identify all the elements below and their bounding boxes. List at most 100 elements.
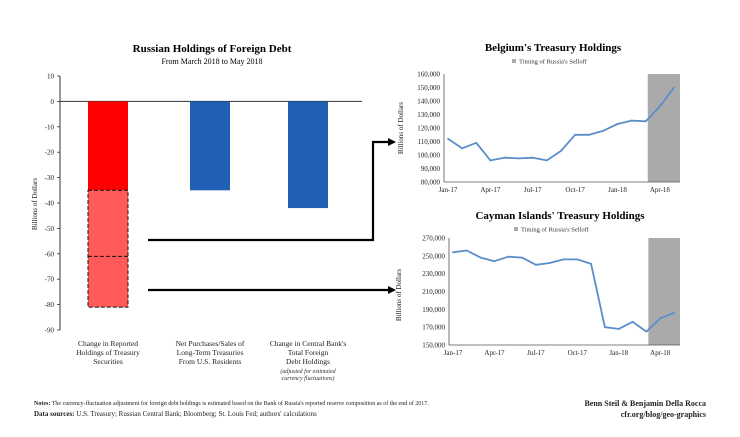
belgium-data-point (475, 141, 478, 144)
cayman-data-point (576, 258, 579, 261)
bar-category-label: Long-Term Treasuries (177, 348, 244, 357)
belgium-legend: Timing of Russia's Selloff (512, 59, 588, 66)
cayman-legend: Timing of Russia's Selloff (514, 227, 590, 234)
bar-1-currency-adjustment (87, 189, 129, 308)
bar-ytick-label: -20 (45, 149, 55, 157)
belgium-data-point (602, 129, 605, 132)
cayman-data-point (493, 260, 496, 263)
cayman-selloff-shade (648, 238, 680, 345)
footer-sources: Data sources: U.S. Treasury; Russian Cen… (34, 410, 317, 418)
cayman-data-point (673, 312, 675, 314)
belgium-data-point (447, 137, 449, 140)
bar-category-note: (adjusted for estimated (280, 368, 336, 375)
cayman-data-point (465, 249, 468, 252)
cayman-xtick-label: Apr-17 (484, 349, 505, 357)
bar-category-label: Securities (93, 357, 123, 366)
cayman-data-point (562, 258, 565, 261)
cayman-xtick-label: Apr-18 (650, 349, 671, 357)
cayman-ytick-label: 250,000 (422, 252, 445, 260)
bar-category-label: Holdings of Treasury (76, 348, 140, 357)
bar-category-label: From U.S. Residents (179, 357, 242, 366)
belgium-xtick-label: Apr-17 (480, 186, 501, 194)
cayman-data-point (645, 330, 648, 333)
cayman-data-point (452, 251, 454, 254)
belgium-series-line (447, 86, 675, 162)
footer-notes: Notes: The currency-fluctuation adjustme… (34, 400, 429, 407)
belgium-data-point (658, 105, 661, 108)
bar-ytick-label: -50 (45, 225, 55, 233)
cayman-series-line (452, 249, 675, 333)
belgium-data-point (644, 120, 647, 123)
belgium-ytick-label: 130,000 (417, 111, 440, 119)
belgium-data-point (545, 159, 548, 162)
belgium-selloff-shade (647, 74, 680, 182)
cayman-xtick-label: Oct-17 (568, 349, 588, 357)
belgium-data-point (531, 156, 534, 159)
footer-notes-label: Notes: (34, 401, 50, 407)
footer: Notes: The currency-fluctuation adjustme… (34, 399, 706, 419)
belgium-xtick-label: Oct-17 (565, 186, 585, 194)
cayman-data-point (534, 263, 537, 266)
cayman-chart-title: Cayman Islands' Treasury Holdings (475, 210, 645, 222)
bar-ytick-label: -30 (45, 174, 55, 182)
cayman-data-point (521, 256, 523, 259)
cayman-data-point (590, 262, 593, 265)
bar-category-label: Change in Reported (78, 339, 138, 348)
belgium-ytick-label: 160,000 (417, 71, 440, 79)
belgium-data-point (517, 157, 520, 160)
belgium-ytick-label: 80,000 (421, 179, 441, 187)
belgium-data-point (461, 147, 464, 150)
cayman-data-point (507, 255, 510, 258)
cayman-data-point (548, 262, 551, 264)
bar-chart-ylabel: Billions of Dollars (31, 178, 39, 230)
cayman-data-point (659, 317, 662, 320)
bar-category-label: Net Purchases/Sales of (176, 339, 245, 348)
belgium-ytick-label: 90,000 (421, 165, 441, 173)
cayman-legend-swatch (514, 227, 518, 231)
bar-ytick-label: -60 (45, 250, 55, 258)
cayman-ytick-label: 230,000 (422, 270, 445, 278)
cayman-data-point (479, 256, 482, 259)
belgium-data-point (616, 123, 619, 125)
belgium-legend-label: Timing of Russia's Selloff (519, 59, 588, 66)
cayman-ytick-label: 150,000 (422, 342, 445, 350)
bar-1 (88, 101, 128, 191)
cayman-xtick-label: Jan-17 (444, 349, 463, 357)
credit-name: Benn Steil & Benjamin Della Rocca (584, 399, 706, 408)
footer-notes-text: The currency-fluctuation adjustment for … (52, 400, 429, 407)
belgium-data-point (630, 119, 633, 122)
belgium-ytick-label: 120,000 (417, 125, 440, 133)
bar-category-label: Total Foreign (288, 348, 329, 357)
bar-ytick-label: 0 (51, 98, 55, 106)
bar-chart-subtitle: From March 2018 to May 2018 (161, 57, 262, 66)
bar-2 (190, 101, 230, 191)
belgium-xtick-label: Jul-17 (524, 186, 542, 194)
belgium-chart: Belgium's Treasury Holdings Timing of Ru… (397, 42, 680, 194)
footer-sources-text: U.S. Treasury; Russian Central Bank; Blo… (76, 410, 317, 418)
russian-holdings-chart: Russian Holdings of Foreign Debt From Ma… (31, 43, 362, 382)
bar-ytick-label: -70 (45, 276, 55, 284)
belgium-ytick-label: 110,000 (418, 138, 441, 146)
bar-category-label: Change in Central Bank's (270, 339, 347, 348)
bar-category-note: currency fluctuations) (282, 375, 335, 382)
belgium-ytick-label: 100,000 (417, 152, 440, 160)
cayman-ytick-label: 270,000 (422, 235, 445, 243)
belgium-ytick-label: 140,000 (417, 98, 440, 106)
bar-ytick-label: 10 (47, 73, 55, 81)
bar-ytick-label: -90 (45, 327, 55, 335)
cayman-ytick-label: 210,000 (422, 288, 445, 296)
bar-ytick-label: -80 (45, 301, 55, 309)
cayman-ytick-label: 190,000 (422, 306, 445, 314)
cayman-xtick-label: Jan-18 (609, 349, 628, 357)
belgium-data-point (673, 86, 675, 89)
belgium-legend-swatch (512, 59, 516, 63)
belgium-data-point (503, 156, 506, 159)
cayman-data-point (631, 320, 634, 323)
belgium-data-point (574, 133, 577, 136)
cayman-data-point (617, 328, 620, 330)
belgium-chart-title: Belgium's Treasury Holdings (485, 42, 622, 54)
belgium-xtick-label: Jan-17 (439, 186, 458, 194)
belgium-data-point (560, 150, 562, 152)
cayman-data-point (604, 326, 606, 329)
